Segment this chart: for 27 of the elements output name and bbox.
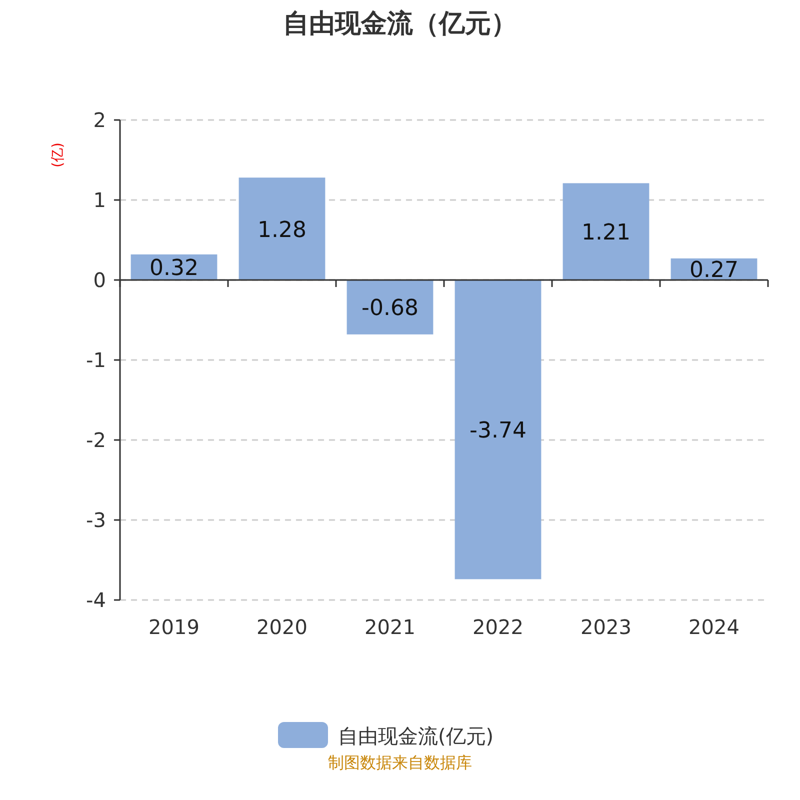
data-label: 1.28 [258,218,306,243]
chart-title: 自由现金流（亿元） [283,9,517,39]
text: 制图数据来自数据库 [328,753,472,772]
data-label: -0.68 [362,296,418,322]
bar [562,183,650,280]
y-tick-label: 0 [93,268,106,292]
y-axis-title: (亿) [50,142,66,168]
bar [238,178,326,280]
bar [346,280,434,334]
legend-label: 自由现金流(亿元) [338,724,494,748]
y-tick-label: 2 [93,108,106,132]
y-tick-label: 1 [93,188,106,212]
x-tick-label: 2020 [256,615,308,639]
data-label: 0.32 [150,256,198,282]
bar [454,280,542,580]
x-tick-label: 2021 [364,615,416,639]
data-label: 0.27 [690,258,738,284]
y-tick-label: -2 [86,428,106,452]
x-tick-label: 2022 [472,615,524,639]
y-tick-label: -4 [86,588,106,612]
y-tick-label: -3 [86,508,106,532]
x-tick-label: 2024 [688,615,740,639]
x-tick-label: 2019 [148,615,200,639]
x-tick-label: 2023 [580,615,632,639]
y-tick-label: -1 [86,348,106,372]
data-label: 1.21 [582,220,630,246]
data-label: -3.74 [470,418,526,444]
